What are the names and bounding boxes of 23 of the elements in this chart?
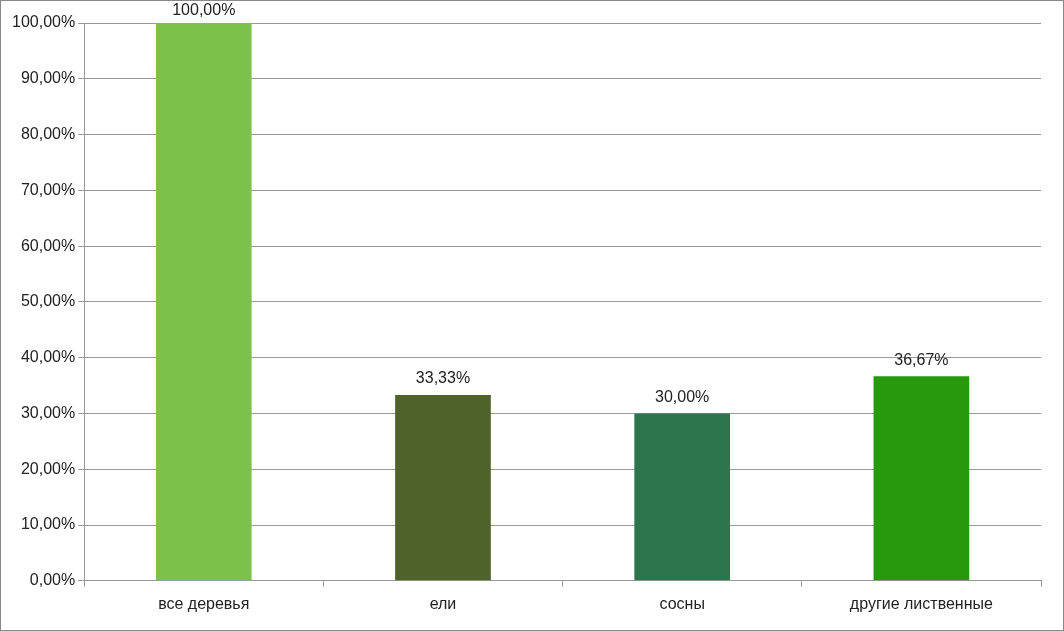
y-tick-label: 20,00%	[20, 459, 76, 477]
y-tick-label: 100,00%	[11, 13, 76, 31]
y-tick-label: 40,00%	[20, 348, 76, 366]
data-label: 33,33%	[415, 369, 471, 387]
y-tick-label: 80,00%	[20, 124, 76, 142]
y-tick-label: 0,00%	[29, 571, 76, 589]
x-tick-label: другие лиственные	[849, 594, 994, 612]
y-tick-label: 10,00%	[20, 515, 76, 533]
data-label: 36,67%	[894, 350, 949, 368]
bar	[155, 23, 252, 581]
bar	[634, 413, 731, 581]
y-tick-label: 30,00%	[20, 403, 76, 421]
y-tick-label: 60,00%	[20, 236, 76, 254]
x-tick-label: сосны	[659, 594, 705, 612]
data-label: 100,00%	[172, 1, 236, 19]
data-label: 30,00%	[655, 387, 710, 405]
y-tick-label: 90,00%	[20, 69, 76, 87]
x-tick-label: ели	[429, 594, 457, 612]
bar	[395, 394, 491, 581]
x-tick-label: все деревья	[158, 594, 250, 612]
y-tick-label: 70,00%	[20, 180, 76, 198]
bar	[873, 376, 970, 581]
y-tick-label: 50,00%	[20, 292, 76, 310]
